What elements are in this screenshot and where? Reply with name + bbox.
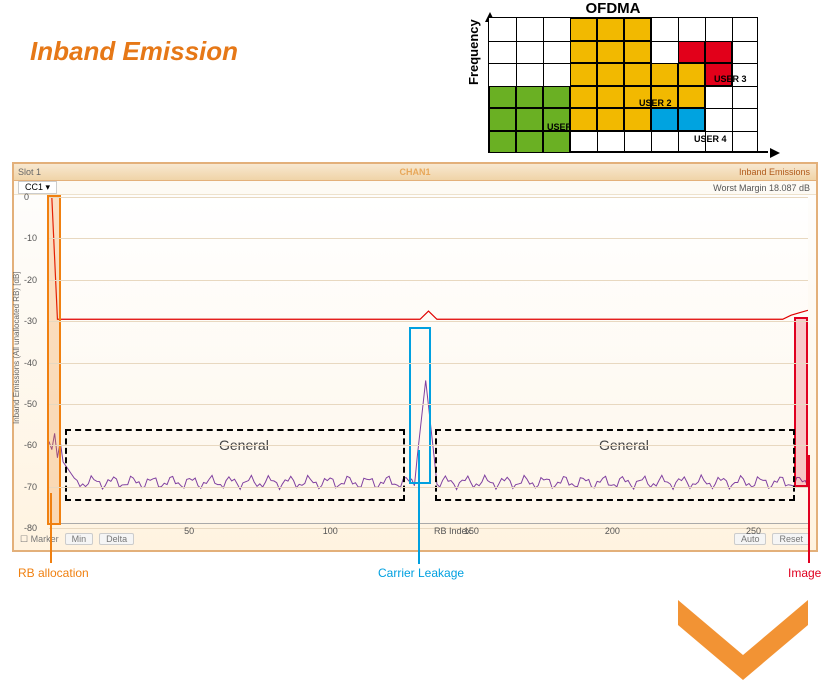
decor-chevron-icon [678,600,808,680]
page-title: Inband Emission [30,36,238,67]
marker-checkbox[interactable]: ☐ Marker [20,534,59,545]
y-axis-label: Inband Emissions (All unallocated RB) [d… [12,271,21,424]
chart-header: Slot 1 CHAN1 Inband Emissions [14,164,816,181]
ofdma-title: OFDMA [458,0,768,17]
rb-callout-line [50,493,52,563]
rb-allocation-highlight [47,195,61,525]
image-label: Image [788,566,821,580]
delta-button[interactable]: Delta [99,533,134,545]
min-button[interactable]: Min [65,533,94,545]
ofdma-ylabel: Frequency [466,19,481,85]
plot-area: General General [48,197,808,524]
reset-button[interactable]: Reset [772,533,810,545]
slot-label: Slot 1 [18,167,41,177]
img-callout-line [808,455,810,563]
ofdma-grid: USER 1USER 2USER 3USER 4 [488,17,758,152]
chart-frame: Slot 1 CHAN1 Inband Emissions CC1 ▾ Wors… [12,162,818,552]
cc-value: CC1 [25,182,43,192]
emissions-label: Inband Emissions [739,167,810,177]
chart-subheader: CC1 ▾ Worst Margin 18.087 dB [14,181,816,195]
ofdma-diagram: OFDMA Frequency Time USER 1USER 2USER 3U… [458,0,768,179]
channel-label: CHAN1 [399,167,430,177]
marker-label: Marker [31,534,59,544]
x-axis-arrow-icon [770,148,780,158]
footer-buttons: ☐ Marker Min Delta Auto Reset [20,532,810,546]
carrier-leakage-label: Carrier Leakage [378,566,464,580]
rb-allocation-label: RB allocation [18,566,89,580]
worst-margin: Worst Margin 18.087 dB [713,183,810,193]
cl-callout-line [418,450,420,564]
carrier-leakage-highlight [409,327,431,484]
image-highlight [794,317,808,487]
